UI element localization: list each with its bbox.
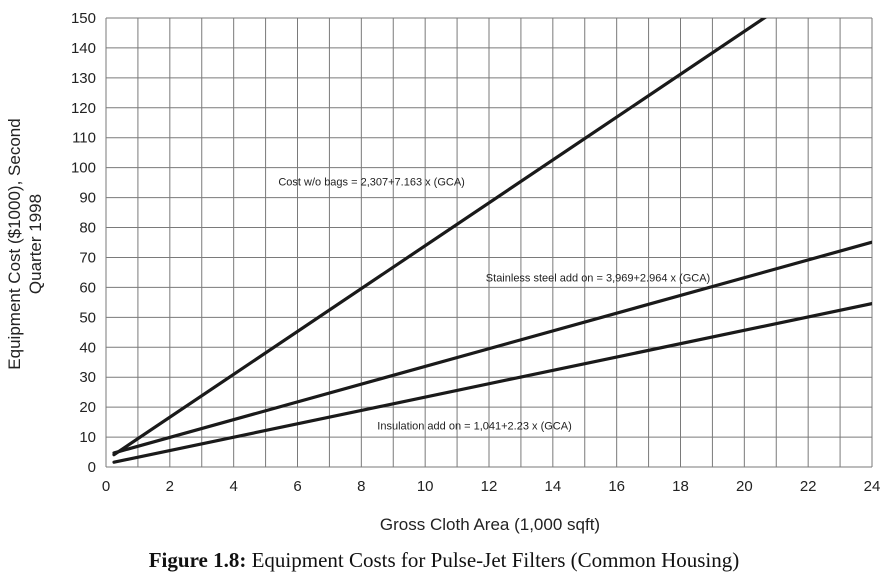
annotations: Cost w/o bags = 2,307+7.163 x (GCA) Stain… xyxy=(278,177,710,433)
y-tick-label: 40 xyxy=(79,339,96,356)
x-tick-label: 12 xyxy=(481,478,498,495)
y-tick-label: 20 xyxy=(79,399,96,416)
x-tick-label: 4 xyxy=(229,478,237,495)
x-tick-label: 6 xyxy=(293,478,301,495)
series-line xyxy=(112,18,768,457)
series-line xyxy=(112,240,872,455)
figure-caption-label: Figure 1.8: xyxy=(148,548,247,572)
grid xyxy=(105,17,873,468)
x-tick-label: 0 xyxy=(102,478,110,495)
x-tick-label: 16 xyxy=(608,478,625,495)
y-tick-label: 10 xyxy=(79,429,96,446)
equation-annotation: Insulation add on = 1,041+2.23 x (GCA) xyxy=(377,421,571,433)
y-tick-label: 90 xyxy=(79,190,96,207)
y-tick-label: 100 xyxy=(71,160,96,177)
x-tick-label: 8 xyxy=(357,478,365,495)
y-tick-label: 60 xyxy=(79,279,96,296)
series-line xyxy=(112,302,872,464)
x-tick-label: 18 xyxy=(672,478,689,495)
series-group xyxy=(112,18,872,464)
x-tick-label: 14 xyxy=(544,478,561,495)
figure-caption-text: Equipment Costs for Pulse-Jet Filters (C… xyxy=(246,548,740,572)
x-tick-label: 24 xyxy=(864,478,881,495)
y-axis-title-line1: Equipment Cost ($1000), Second xyxy=(5,118,24,369)
y-tick-label: 70 xyxy=(79,249,96,266)
y-axis-title-line2: Quarter 1998 xyxy=(26,194,45,294)
x-tick-label: 10 xyxy=(417,478,434,495)
equation-annotation: Stainless steel add on = 3,969+2.964 x (… xyxy=(486,272,710,284)
y-tick-label: 130 xyxy=(71,70,96,87)
x-tick-labels: 0 2 4 6 8 10 12 14 16 18 20 22 24 xyxy=(102,478,881,495)
x-tick-label: 2 xyxy=(166,478,174,495)
equation-annotation: Cost w/o bags = 2,307+7.163 x (GCA) xyxy=(278,177,465,189)
y-tick-label: 120 xyxy=(71,100,96,117)
x-axis-title: Gross Cloth Area (1,000 sqft) xyxy=(380,515,600,534)
y-tick-label: 80 xyxy=(79,220,96,237)
y-tick-label: 0 xyxy=(88,459,96,476)
y-tick-label: 50 xyxy=(79,309,96,326)
y-tick-label: 30 xyxy=(79,369,96,386)
chart: 0 2 4 6 8 10 12 14 16 18 20 22 24 010203040506070809… xyxy=(5,10,881,534)
x-tick-label: 20 xyxy=(736,478,753,495)
y-tick-labels: 0 10 20 30 40 50 60 70 80 90 100 110 120 130 140 150 xyxy=(71,10,96,476)
y-tick-label: 150 xyxy=(71,10,96,27)
x-tick-label: 22 xyxy=(800,478,817,495)
figure-caption: Figure 1.8: Equipment Costs for Pulse-Je… xyxy=(0,548,888,573)
y-tick-label: 140 xyxy=(71,40,96,57)
y-tick-label: 110 xyxy=(72,130,96,147)
